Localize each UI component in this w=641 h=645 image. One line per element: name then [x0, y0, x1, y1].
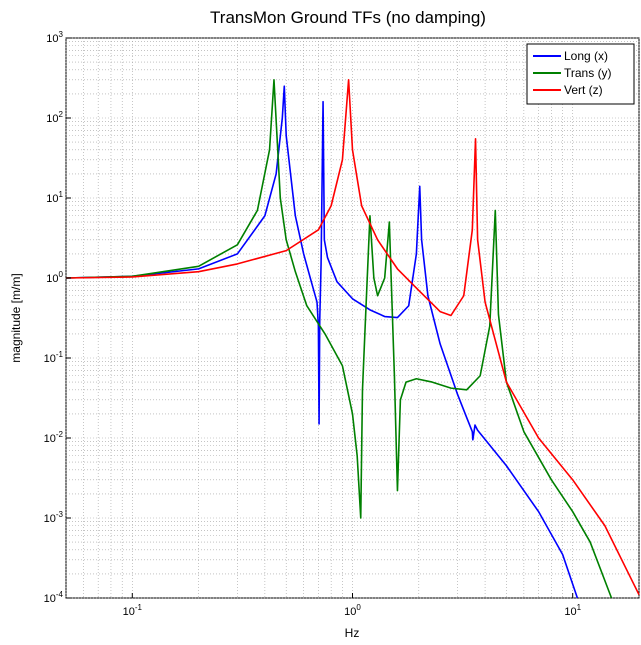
y-tick-label: 10-2 [44, 430, 64, 445]
y-tick-label: 10-1 [44, 350, 64, 365]
x-tick-label: 100 [344, 603, 361, 618]
y-axis: 10-4 10-3 10-2 10-1 100 101 102 103 [44, 30, 71, 605]
y-tick-label: 103 [46, 30, 63, 45]
legend-label: Long (x) [564, 49, 608, 63]
series-line-1 [65, 85, 579, 599]
y-tick-label: 102 [46, 110, 63, 125]
y-axis-label: magnitude [m/m] [9, 273, 23, 362]
legend-label: Vert (z) [564, 83, 603, 97]
series-group [65, 79, 640, 599]
y-tick-label: 101 [46, 190, 63, 205]
legend-label: Trans (y) [564, 66, 612, 80]
y-tick-label: 10-4 [44, 590, 64, 605]
series-line-3 [65, 79, 640, 596]
y-tick-label: 100 [46, 270, 63, 285]
x-axis: 10-1 100 101 [123, 593, 582, 618]
x-tick-label: 10-1 [123, 603, 143, 618]
legend: Long (x) Trans (y) Vert (z) [526, 43, 635, 105]
x-tick-label: 101 [564, 603, 581, 618]
series-line-2 [65, 79, 613, 599]
x-axis-label: Hz [345, 626, 360, 640]
grid [65, 37, 640, 599]
y-tick-label: 10-3 [44, 510, 64, 525]
chart-title: TransMon Ground TFs (no damping) [210, 8, 486, 27]
